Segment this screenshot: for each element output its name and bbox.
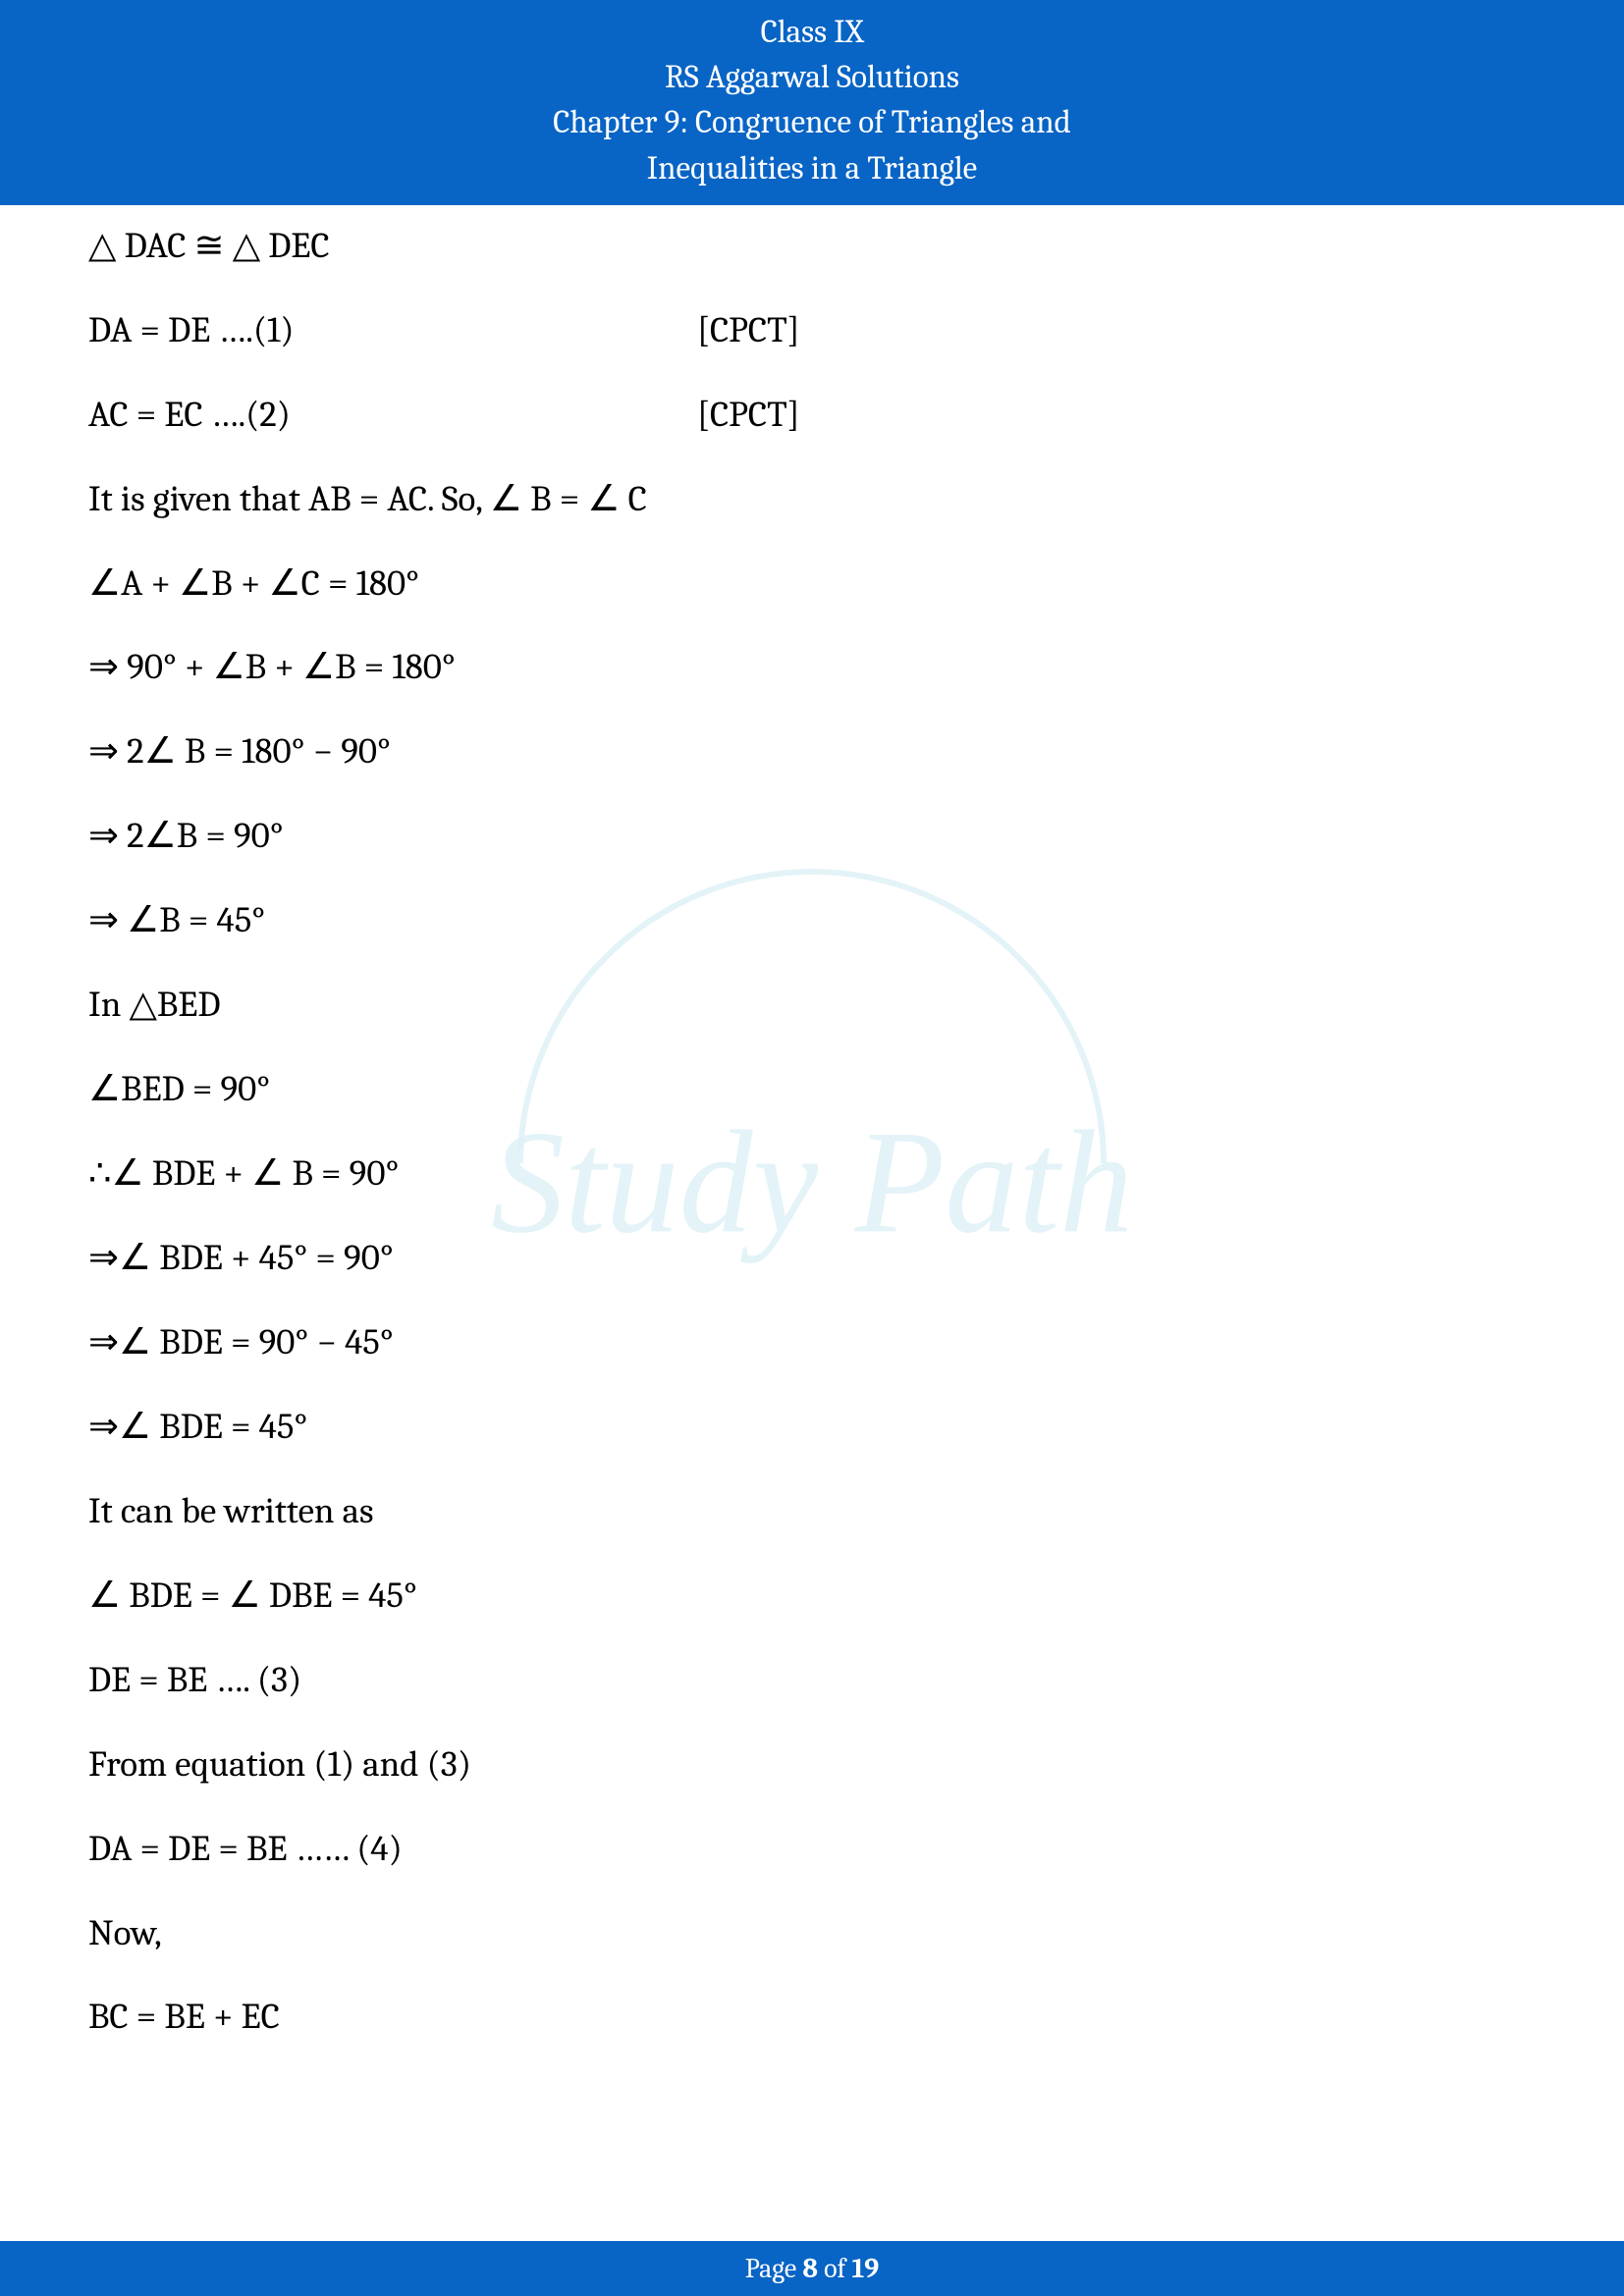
math-line: BC = BE + EC [88, 1994, 1536, 2043]
footer-mid: of [818, 2253, 852, 2284]
math-line: In △BED [88, 982, 1536, 1031]
header-line-class: Class IX [0, 10, 1624, 55]
math-line: From equation (1) and (3) [88, 1741, 1536, 1790]
footer-total-pages: 19 [851, 2253, 879, 2284]
math-line: ⇒ 2∠B = 90° [88, 813, 1536, 862]
page-content: △ DAC ≅ △ DEC DA = DE ….(1) [CPCT] AC = … [0, 205, 1624, 2044]
header-line-chapter-1: Chapter 9: Congruence of Triangles and [0, 100, 1624, 145]
math-line: Now, [88, 1910, 1536, 1959]
math-line: ∠BED = 90° [88, 1066, 1536, 1115]
footer-prefix: Page [745, 2253, 803, 2284]
header-line-chapter-2: Inequalities in a Triangle [0, 146, 1624, 191]
reason-text: [CPCT] [697, 392, 1536, 441]
equation-text: DA = DE ….(1) [88, 307, 697, 356]
math-line: ⇒∠ BDE + 45° = 90° [88, 1235, 1536, 1284]
math-line: DE = BE …. (3) [88, 1657, 1536, 1706]
math-line: It is given that AB = AC. So, ∠ B = ∠ C [88, 476, 1536, 525]
math-line-with-reason: AC = EC ….(2) [CPCT] [88, 392, 1536, 441]
math-line: ∠ BDE = ∠ DBE = 45° [88, 1573, 1536, 1622]
page-footer: Page 8 of 19 [0, 2241, 1624, 2296]
document-page: Class IX RS Aggarwal Solutions Chapter 9… [0, 0, 1624, 2296]
math-line: DA = DE = BE …… (4) [88, 1826, 1536, 1875]
math-line: △ DAC ≅ △ DEC [88, 223, 1536, 272]
math-line: ⇒∠ BDE = 45° [88, 1404, 1536, 1453]
footer-page-number: 8 [802, 2253, 818, 2284]
math-line: ∠A + ∠B + ∠C = 180° [88, 561, 1536, 610]
math-line: ⇒ 90° + ∠B + ∠B = 180° [88, 644, 1536, 693]
math-line: ⇒ ∠B = 45° [88, 897, 1536, 946]
math-line: ∴∠ BDE + ∠ B = 90° [88, 1150, 1536, 1200]
header-line-book: RS Aggarwal Solutions [0, 55, 1624, 100]
equation-text: AC = EC ….(2) [88, 392, 697, 441]
math-line: ⇒∠ BDE = 90° − 45° [88, 1319, 1536, 1368]
math-line-with-reason: DA = DE ….(1) [CPCT] [88, 307, 1536, 356]
math-line: It can be written as [88, 1488, 1536, 1537]
reason-text: [CPCT] [697, 307, 1536, 356]
page-header: Class IX RS Aggarwal Solutions Chapter 9… [0, 0, 1624, 205]
math-line: ⇒ 2∠ B = 180° − 90° [88, 728, 1536, 777]
